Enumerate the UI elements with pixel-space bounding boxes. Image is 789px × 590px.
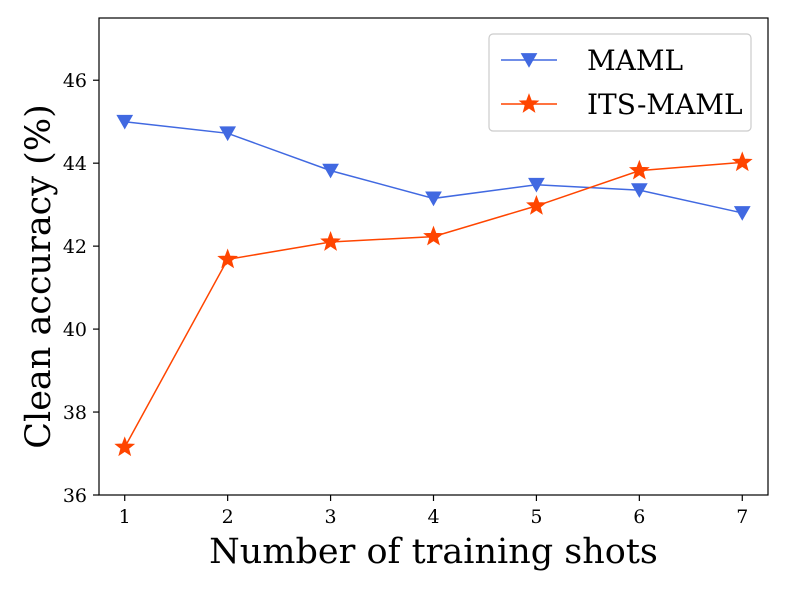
x-tick-label: 5 <box>530 506 542 528</box>
data-point <box>528 177 545 193</box>
series-maml <box>116 114 751 221</box>
y-tick-label: 42 <box>63 236 87 258</box>
y-tick-label: 36 <box>63 485 87 507</box>
data-point <box>733 206 751 221</box>
x-tick-label: 3 <box>325 506 337 528</box>
data-point <box>116 114 134 130</box>
legend-label: MAML <box>587 44 683 77</box>
legend-label: ITS-MAML <box>587 88 743 121</box>
y-tick-label: 44 <box>63 153 87 175</box>
data-point <box>114 436 136 457</box>
x-tick-label: 1 <box>119 506 131 528</box>
axes: 1 2 3 4 5 6 7 36 38 40 42 44 46 <box>63 17 769 528</box>
legend: MAML ITS-MAML <box>488 33 752 132</box>
data-point <box>320 231 341 251</box>
y-tick-label: 38 <box>63 402 87 424</box>
data-point <box>219 126 237 142</box>
data-point <box>322 163 339 179</box>
legend-frame <box>488 33 752 132</box>
data-point <box>630 183 648 198</box>
y-axis-title: Clean accuracy (%) <box>19 104 59 449</box>
x-axis-title: Number of training shots <box>209 532 658 572</box>
data-point <box>425 191 442 207</box>
data-point <box>423 225 444 246</box>
data-point <box>217 248 239 269</box>
legend-item: MAML <box>501 44 683 77</box>
y-tick-label: 40 <box>63 319 87 341</box>
series-layer <box>114 114 753 457</box>
legend-item: ITS-MAML <box>501 88 743 121</box>
legend-marker <box>520 53 538 68</box>
data-point <box>731 151 753 172</box>
x-tick-label: 6 <box>633 506 645 528</box>
legend-marker <box>518 93 540 113</box>
data-point <box>628 159 650 180</box>
data-point <box>526 194 547 215</box>
series-its-maml <box>114 151 753 457</box>
y-tick-label: 46 <box>63 70 87 92</box>
x-tick-label: 7 <box>736 506 748 528</box>
x-tick-label: 2 <box>222 506 234 528</box>
x-tick-label: 4 <box>427 506 439 528</box>
